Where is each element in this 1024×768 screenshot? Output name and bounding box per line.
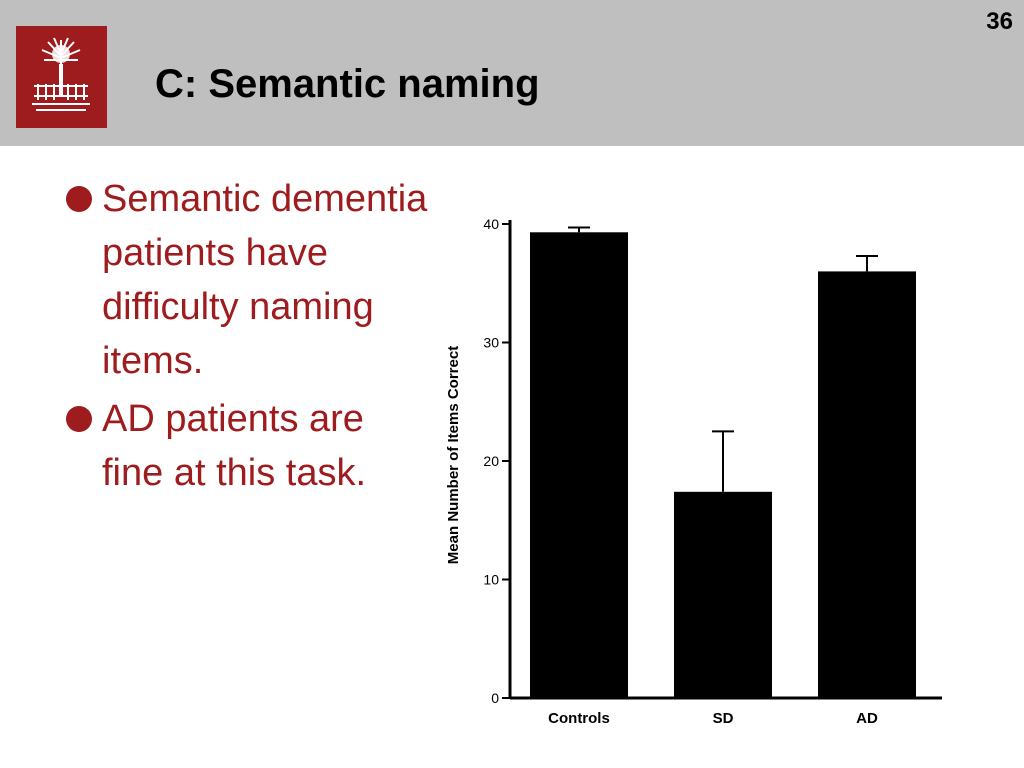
x-tick-label: Controls	[548, 710, 610, 727]
y-tick-label: 40	[483, 216, 499, 232]
bar-chart: 0 10 20 30 40 Mean Number of Items Correct Con…	[445, 216, 942, 727]
university-seal-icon	[16, 26, 107, 128]
y-tick-label: 20	[483, 453, 499, 469]
bar-controls	[530, 232, 628, 699]
x-tick-label: SD	[713, 710, 734, 727]
bullet-item: Semantic dementia patients have difficul…	[60, 172, 430, 388]
slide-number: 36	[986, 8, 1013, 35]
bullet-dot-icon	[66, 186, 92, 212]
y-tick-label: 30	[483, 335, 499, 351]
bullet-dot-icon	[66, 406, 92, 432]
bullet-item: AD patients are fine at this task.	[60, 392, 430, 500]
y-tick-label: 0	[491, 690, 499, 706]
bullet-text: Semantic dementia patients have difficul…	[102, 178, 428, 382]
y-tick-label: 10	[483, 572, 499, 588]
bullet-list: Semantic dementia patients have difficul…	[60, 172, 430, 504]
y-axis-label: Mean Number of Items Correct	[445, 346, 462, 564]
bar-sd	[674, 491, 772, 698]
slide-header: 36 C: Semantic naming	[0, 0, 1024, 146]
bar-ad	[818, 271, 916, 698]
bullet-text: AD patients are fine at this task.	[102, 398, 367, 494]
x-tick-label: AD	[856, 710, 878, 727]
slide-title: C: Semantic naming	[155, 62, 540, 106]
